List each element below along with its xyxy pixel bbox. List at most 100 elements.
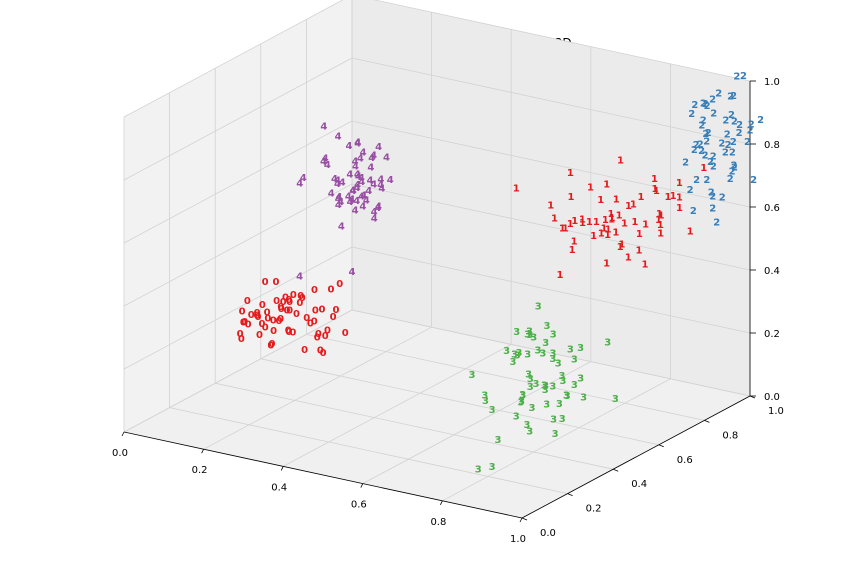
data-point-3: 3 (526, 426, 533, 437)
data-point-2: 2 (710, 152, 717, 163)
data-point-3: 3 (549, 354, 556, 365)
data-point-4: 4 (360, 148, 367, 159)
y-tick-label: 0.8 (722, 430, 738, 441)
data-point-2: 2 (691, 100, 698, 111)
data-point-1: 1 (630, 200, 637, 211)
data-point-0: 0 (330, 312, 337, 323)
data-point-4: 4 (370, 180, 377, 191)
data-point-0: 0 (278, 304, 285, 315)
x-tick (519, 517, 523, 523)
data-point-2: 2 (728, 110, 735, 121)
grid-line (351, 57, 751, 145)
y-axis-line (521, 395, 751, 519)
data-point-2: 2 (725, 140, 732, 151)
data-point-4: 4 (377, 180, 384, 191)
data-point-3: 3 (524, 420, 531, 431)
data-point-2: 2 (731, 117, 738, 128)
data-point-0: 0 (277, 302, 284, 313)
data-point-4: 4 (352, 162, 359, 173)
data-point-0: 0 (258, 319, 265, 330)
x-tick (121, 431, 125, 437)
data-point-2: 2 (722, 147, 729, 158)
data-point-0: 0 (320, 348, 327, 359)
data-point-3: 3 (543, 400, 550, 411)
data-point-1: 1 (655, 215, 662, 226)
data-point-3: 3 (518, 397, 525, 408)
y-tick (521, 517, 528, 521)
data-point-3: 3 (577, 343, 584, 354)
data-point-1: 1 (676, 203, 683, 214)
data-point-1: 1 (657, 228, 664, 239)
data-point-3: 3 (542, 338, 549, 349)
data-point-1: 1 (567, 219, 574, 230)
data-point-0: 0 (285, 325, 292, 336)
data-point-2: 2 (733, 72, 740, 83)
data-point-2: 2 (719, 192, 726, 203)
data-point-4: 4 (339, 178, 346, 189)
data-point-0: 0 (293, 309, 300, 320)
data-point-2: 2 (730, 91, 737, 102)
data-point-0: 0 (312, 306, 319, 317)
y-tick-label: 1.0 (768, 406, 784, 417)
data-point-0: 0 (314, 333, 321, 344)
data-point-4: 4 (320, 121, 327, 132)
data-point-4: 4 (357, 154, 364, 165)
data-point-1: 1 (618, 240, 625, 251)
z-tick-label: 0.2 (764, 329, 780, 340)
data-point-0: 0 (264, 308, 271, 319)
data-point-1: 1 (605, 224, 612, 235)
data-point-3: 3 (530, 332, 537, 343)
data-point-3: 3 (550, 415, 557, 426)
data-point-1: 1 (641, 260, 648, 271)
data-point-2: 2 (709, 204, 716, 215)
data-point-0: 0 (276, 316, 283, 327)
data-point-2: 2 (750, 175, 757, 186)
data-point-1: 1 (569, 245, 576, 256)
data-point-0: 0 (254, 308, 261, 319)
data-point-0: 0 (239, 306, 246, 317)
data-point-3: 3 (541, 380, 548, 391)
data-point-4: 4 (345, 141, 352, 152)
data-point-4: 4 (354, 138, 361, 149)
x-tick (280, 466, 284, 471)
data-point-2: 2 (707, 157, 714, 168)
data-point-3: 3 (567, 344, 574, 355)
data-point-3: 3 (571, 355, 578, 366)
data-point-3: 3 (513, 412, 520, 423)
grid-line (373, 0, 751, 82)
data-point-0: 0 (311, 285, 318, 296)
data-point-3: 3 (503, 346, 510, 357)
data-point-4: 4 (367, 175, 374, 186)
data-point-3: 3 (519, 390, 526, 401)
data-point-0: 0 (264, 313, 271, 324)
data-point-1: 1 (593, 217, 600, 228)
data-point-2: 2 (702, 151, 709, 162)
data-point-0: 0 (277, 314, 284, 325)
data-point-2: 2 (731, 162, 738, 173)
data-point-2: 2 (708, 188, 715, 199)
data-point-4: 4 (334, 179, 341, 190)
x-tick-label: 0.2 (192, 465, 208, 476)
data-point-4: 4 (371, 207, 378, 218)
data-point-3: 3 (550, 348, 557, 359)
data-point-4: 4 (375, 142, 382, 153)
data-point-0: 0 (297, 291, 304, 302)
data-point-2: 2 (736, 128, 743, 139)
grid-line (123, 309, 353, 433)
data-point-1: 1 (653, 186, 660, 197)
data-point-3: 3 (535, 302, 542, 313)
data-point-2: 2 (709, 192, 716, 203)
grid-line (123, 246, 353, 370)
data-point-4: 4 (349, 186, 356, 197)
data-point-4: 4 (337, 197, 344, 208)
data-point-4: 4 (354, 183, 361, 194)
grid-line (351, 309, 751, 397)
data-point-0: 0 (317, 345, 324, 356)
x-tick-label: 0.8 (430, 517, 446, 528)
data-point-2: 2 (688, 109, 695, 120)
data-point-3: 3 (482, 396, 489, 407)
grid-line (203, 326, 432, 450)
data-point-0: 0 (322, 331, 329, 342)
data-point-2: 2 (698, 121, 705, 132)
data-point-1: 1 (642, 220, 649, 231)
